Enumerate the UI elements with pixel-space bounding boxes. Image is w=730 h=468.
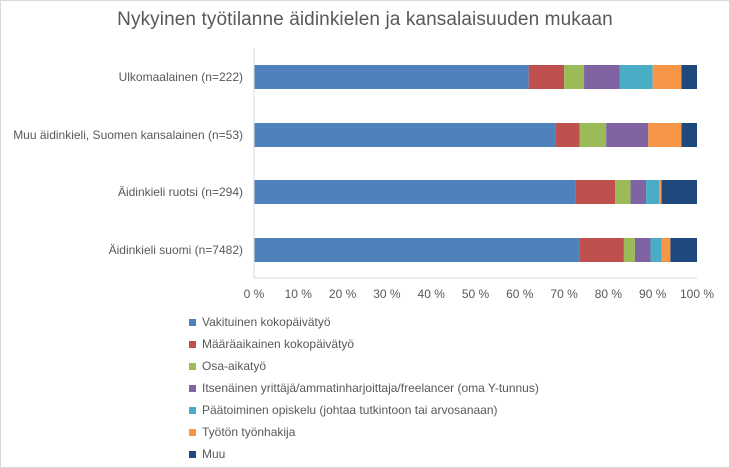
x-tick-label: 80 % (595, 287, 623, 301)
x-tick-labels: 0 % 10 % 20 % 30 % 40 % 50 % 60 % 70 % 80 % 90 % 1… (244, 287, 715, 301)
bar-segment-1-5 (648, 123, 682, 147)
x-tick-label: 70 % (550, 287, 578, 301)
bar-segment-3-6 (670, 238, 697, 262)
bar-segment-3-0 (254, 238, 580, 262)
legend-label: Osa-aikatyö (202, 359, 267, 373)
legend-label: Päätoiminen opiskelu (johtaa tutkintoon … (202, 403, 498, 417)
bar-segment-0-0 (254, 65, 529, 89)
bar-segment-0-2 (564, 65, 585, 89)
x-tick-label: 40 % (418, 287, 446, 301)
x-tick-label: 90 % (639, 287, 667, 301)
category-label: Äidinkieli ruotsi (n=294) (118, 185, 243, 199)
legend-item: Muu (189, 443, 539, 465)
x-tick-label: 0 % (244, 287, 265, 301)
bar-segment-3-2 (623, 238, 635, 262)
chart-title: Nykyinen työtilanne äidinkielen ja kansa… (117, 9, 613, 30)
bar-segment-1-3 (606, 123, 649, 147)
bar-segment-1-6 (681, 123, 697, 147)
legend-item: Työtön työnhakija (189, 421, 539, 443)
legend-label: Muu (202, 447, 226, 461)
bar-segment-3-1 (579, 238, 624, 262)
legend-swatch (189, 319, 196, 326)
legend: Vakituinen kokopäivätyö Määräaikainen kok… (189, 311, 539, 465)
legend-swatch (189, 407, 196, 414)
bar-segment-2-1 (575, 180, 616, 204)
x-tick-label: 60 % (506, 287, 534, 301)
bar-segment-2-6 (661, 180, 697, 204)
x-tick-label: 10 % (285, 287, 313, 301)
legend-swatch (189, 429, 196, 436)
legend-label: Itsenäinen yrittäjä/ammatinharjoittaja/f… (202, 381, 539, 395)
bar-segment-0-1 (528, 65, 565, 89)
bar-segment-3-4 (650, 238, 662, 262)
legend-item: Vakituinen kokopäivätyö (189, 311, 539, 333)
bar-segment-2-0 (254, 180, 576, 204)
bar-segment-3-5 (661, 238, 671, 262)
category-label: Äidinkieli suomi (n=7482) (109, 243, 243, 257)
legend-item: Osa-aikatyö (189, 355, 539, 377)
x-tick-label: 20 % (329, 287, 357, 301)
bar-segment-2-5 (659, 180, 662, 204)
legend-swatch (189, 385, 196, 392)
legend-item: Päätoiminen opiskelu (johtaa tutkintoon … (189, 399, 539, 421)
legend-item: Itsenäinen yrittäjä/ammatinharjoittaja/f… (189, 377, 539, 399)
category-label: Ulkomaalainen (n=222) (119, 70, 243, 84)
bar-segment-1-0 (254, 123, 556, 147)
bar-segment-2-4 (646, 180, 660, 204)
bar-segment-0-6 (681, 65, 697, 89)
bar-segment-2-3 (630, 180, 647, 204)
bar-segment-2-2 (615, 180, 631, 204)
bar-segment-3-3 (634, 238, 651, 262)
bar-segment-0-5 (652, 65, 682, 89)
legend-swatch (189, 451, 196, 458)
legend-swatch (189, 363, 196, 370)
legend-label: Työtön työnhakija (202, 425, 296, 439)
legend-item: Määräaikainen kokopäivätyö (189, 333, 539, 355)
bar-segment-0-3 (584, 65, 620, 89)
stacked-bar-chart: Ulkomaalainen (n=222) Muu äidinkieli, Suo… (13, 48, 715, 301)
category-labels: Ulkomaalainen (n=222) Muu äidinkieli, Suo… (13, 70, 243, 257)
category-label: Muu äidinkieli, Suomen kansalainen (n=53… (13, 128, 243, 142)
legend-label: Määräaikainen kokopäivätyö (202, 337, 355, 351)
x-tick-label: 50 % (462, 287, 490, 301)
bars-group (254, 65, 697, 262)
x-tick-label: 100 % (680, 287, 714, 301)
bar-segment-0-4 (619, 65, 653, 89)
legend-swatch (189, 341, 196, 348)
bar-segment-1-1 (555, 123, 580, 147)
legend-label: Vakituinen kokopäivätyö (202, 315, 331, 329)
x-tick-label: 30 % (373, 287, 401, 301)
bar-segment-1-2 (579, 123, 607, 147)
